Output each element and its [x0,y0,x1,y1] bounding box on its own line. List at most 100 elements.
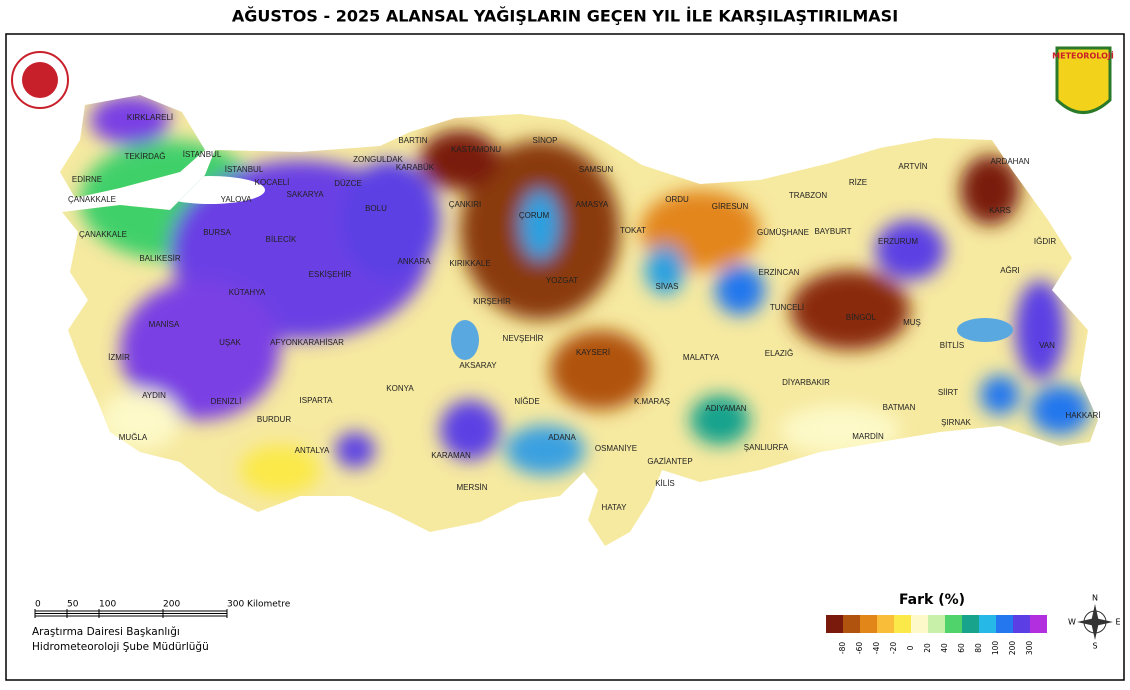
province-label: BALIKESİR [139,254,181,263]
province-label: MUŞ [903,318,921,327]
province-label: MANİSA [149,320,180,329]
legend-swatch [945,615,962,633]
province-label: İSTANBUL [225,165,264,174]
title: AĞUSTOS - 2025 ALANSAL YAĞIŞLARIN GEÇEN … [232,7,898,26]
legend-swatch [911,615,928,633]
credit: Hidrometeoroloji Şube Müdürlüğü [32,641,209,653]
province-label: ÇANAKKALE [68,195,116,204]
province-label: TEKİRDAĞ [125,152,166,161]
emblem-core [22,62,58,98]
province-label: IĞDIR [1034,237,1056,246]
scale-label: 50 [67,600,79,610]
province-label: KARABÜK [396,163,435,172]
province-label: ANTALYA [295,446,330,455]
province-label: K.MARAŞ [634,397,670,406]
province-label: KIRKLARELİ [127,113,173,122]
province-label: KIRŞEHİR [473,297,511,306]
compass-w: W [1068,618,1076,627]
province-label: MUĞLA [119,433,148,442]
province-label: GAZİANTEP [647,457,692,466]
province-label: KASTAMONU [451,145,501,154]
province-label: DİYARBAKIR [782,378,830,387]
province-label: DÜZCE [334,179,362,188]
province-label: BİLECİK [266,235,297,244]
legend-swatch [894,615,911,633]
legend: Fark (%) -80 -60 -40 -20 0 20 40 60 80 100 200 300 [826,592,1047,655]
province-label: HATAY [602,503,628,512]
province-label: BURDUR [257,415,291,424]
province-label: BİTLİS [940,341,964,350]
scale-label: 0 [35,600,41,610]
province-label: BATMAN [883,403,916,412]
province-label: KARAMAN [431,451,471,460]
province-label: SAKARYA [286,190,324,199]
province-label: KARS [989,206,1011,215]
province-label: DENİZLİ [211,397,242,406]
province-label: NEVŞEHİR [503,334,544,343]
province-label: ŞIRNAK [941,418,971,427]
province-label: AKSARAY [459,361,497,370]
legend-label: 80 [974,643,983,653]
province-label: ESKİŞEHİR [309,270,352,279]
compass: N E S W [1068,594,1120,651]
province-label: MALATYA [683,353,720,362]
legend-swatch [1030,615,1047,633]
province-label: GİRESUN [712,202,749,211]
legend-label: 20 [923,643,932,653]
province-label: İSTANBUL [183,150,222,159]
province-label: MARDİN [852,432,884,441]
province-label: KONYA [386,384,414,393]
province-label: RİZE [849,178,867,187]
legend-swatch [996,615,1013,633]
province-label: ÇORUM [519,211,550,220]
province-label: SİNOP [533,136,558,145]
province-label: ORDU [665,195,689,204]
province-labels: KIRKLARELİ TEKİRDAĞ İSTANBUL EDİRNE İSTANBUL… [68,113,1101,512]
province-label: SİİRT [938,388,958,397]
province-label: KOCAELİ [255,178,290,187]
legend-label: 60 [957,643,966,653]
province-label: ERZURUM [878,237,918,246]
province-label: ANKARA [398,257,432,266]
legend-swatch [1013,615,1030,633]
compass-s: S [1092,642,1097,651]
legend-swatch [877,615,894,633]
province-label: GÜMÜŞHANE [757,228,809,237]
scale-label: 100 [99,600,116,610]
legend-swatch [962,615,979,633]
legend-label: 100 [991,641,1000,656]
province-label: ÇANKIRI [449,200,481,209]
compass-n: N [1092,594,1098,603]
province-label: KIRIKKALE [449,259,490,268]
province-label: ADIYAMAN [705,404,746,413]
province-label: ZONGULDAK [353,155,403,164]
legend-label: 0 [906,645,915,650]
province-label: BAYBURT [814,227,851,236]
province-label: BURSA [203,228,231,237]
legend-title: Fark (%) [899,592,965,608]
province-label: KÜTAHYA [229,288,266,297]
province-label: AYDIN [142,391,166,400]
legend-label: -80 [838,642,847,654]
province-label: BOLU [365,204,387,213]
scale-label: 200 [163,600,180,610]
province-label: BİNGÖL [846,313,877,322]
province-label: BARTIN [398,136,427,145]
legend-label: 200 [1008,641,1017,656]
province-label: İZMİR [108,353,130,362]
legend-label: -40 [872,642,881,654]
legend-label: 300 [1025,641,1034,656]
province-label: AFYONKARAHİSAR [270,338,344,347]
province-label: ARDAHAN [990,157,1029,166]
province-label: TUNCELİ [770,303,804,312]
province-label: ARTVİN [898,162,927,171]
legend-swatch [928,615,945,633]
province-label: AMASYA [576,200,609,209]
province-label: ELAZIĞ [765,349,793,358]
province-label: UŞAK [219,338,241,347]
legend-label: 40 [940,643,949,653]
legend-label: -20 [889,642,898,654]
province-label: NİĞDE [514,397,539,406]
province-label: ISPARTA [300,396,334,405]
